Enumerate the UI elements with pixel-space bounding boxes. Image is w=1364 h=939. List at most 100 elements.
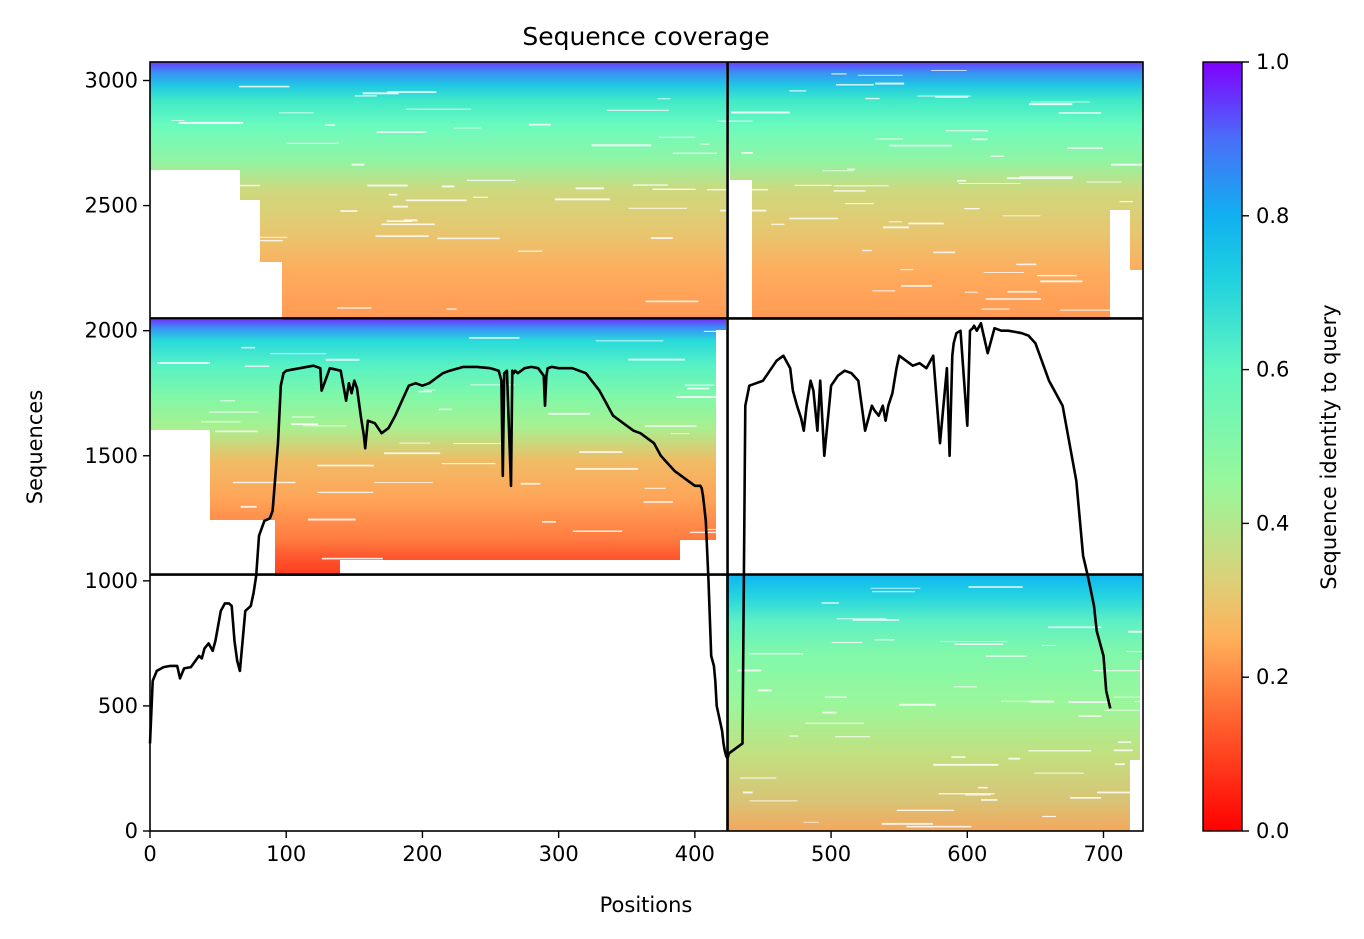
coverage-gap (700, 143, 710, 145)
coverage-gap (940, 641, 1008, 642)
coverage-gap (286, 142, 339, 144)
coverage-gap (317, 491, 374, 493)
coverage-gap (652, 188, 696, 190)
coverage-gap (644, 425, 697, 427)
coverage-gap (676, 396, 723, 399)
coverage-gap (199, 228, 232, 230)
coverage-gap (1007, 290, 1037, 293)
coverage-gap (392, 205, 408, 208)
coverage-gap (291, 423, 318, 426)
coverage-gap (771, 223, 785, 225)
coverage-gap (1028, 750, 1092, 752)
coverage-gap (1040, 280, 1083, 283)
coverage-gap (749, 800, 798, 802)
bottom-block-chain-b-fill (726, 576, 1143, 831)
coverage-gap (715, 400, 725, 402)
coverage-gap (151, 558, 178, 560)
coverage-gap (528, 123, 551, 126)
coverage-gap (307, 518, 356, 521)
coverage-gap (453, 443, 502, 444)
coverage-gap (1036, 274, 1077, 277)
coverage-gap (672, 152, 717, 154)
y-tick-label: 2500 (85, 194, 138, 218)
coverage-gap (985, 298, 1042, 300)
coverage-gap (822, 711, 837, 714)
colorbar-ticks: 0.0 0.2 0.4 0.6 0.8 1.0 (1242, 50, 1289, 843)
coverage-gap (881, 822, 933, 825)
colorbar-label: Sequence identity to query (1317, 304, 1341, 589)
coverage-gap (239, 85, 290, 88)
coverage-gap (628, 207, 688, 209)
coverage-gap (1058, 112, 1102, 114)
coverage-gap (317, 464, 374, 467)
coverage-gap (788, 735, 799, 737)
coverage-gap (151, 490, 172, 493)
coverage-gap (717, 120, 753, 122)
coverage-gap (706, 564, 731, 566)
coverage-gap (805, 722, 864, 724)
coverage-gap (671, 433, 690, 435)
coverage-gap (220, 400, 236, 402)
coverage-gap (1067, 147, 1103, 149)
x-tick-label: 100 (266, 842, 306, 866)
coverage-gap (595, 340, 664, 342)
coverage-gap (901, 285, 933, 287)
coverage-gap (931, 70, 967, 71)
coverage-gap (749, 653, 804, 655)
coverage-gap (325, 358, 360, 361)
coverage-gap (606, 109, 669, 111)
coverage-gap (337, 307, 372, 309)
coverage-gap (157, 362, 210, 364)
coverage-gap (742, 791, 753, 794)
coverage-gap (1113, 696, 1161, 698)
coverage-gap (971, 138, 988, 141)
coverage-gap (1093, 670, 1147, 672)
coverage-gap (1127, 630, 1150, 633)
colorbar (1202, 61, 1243, 832)
coverage-gap (163, 212, 192, 214)
x-tick-label: 200 (402, 842, 442, 866)
coverage-gap (657, 98, 671, 100)
coverage-gap (731, 111, 790, 114)
coverage-gap (933, 251, 955, 254)
coverage-gap (244, 365, 270, 367)
coverage-gap (938, 793, 995, 795)
coverage-gap (899, 703, 936, 706)
coverage-gap (554, 198, 610, 201)
x-tick-label: 300 (539, 842, 579, 866)
coverage-gap (906, 825, 972, 828)
coverage-gap (883, 226, 909, 229)
coverage-gap (845, 203, 874, 205)
coverage-gap (1097, 791, 1154, 794)
coverage-gap (836, 618, 887, 620)
coverage-line (148, 321, 1112, 760)
coverage-gap (836, 84, 874, 86)
coverage-gap (833, 185, 889, 187)
coverage-gap (375, 235, 429, 237)
coverage-gap (1121, 289, 1153, 292)
coverage-gap (1029, 700, 1054, 703)
coverage-gap (908, 222, 944, 225)
coverage-gap (740, 777, 777, 779)
coverage-gap (197, 563, 255, 565)
coverage-gap (1059, 309, 1124, 311)
coverage-gap (831, 73, 847, 75)
coverage-gap (847, 168, 856, 170)
x-tick-label: 400 (675, 842, 715, 866)
coverage-gap (968, 586, 1023, 588)
coverage-gap (981, 799, 998, 801)
coverage-gap (789, 90, 807, 92)
coverage-gap (935, 96, 969, 98)
coverage-gap (240, 505, 257, 508)
coverage-gap (650, 237, 673, 239)
coverage-gap (367, 184, 408, 187)
top-block-chain-b-fill (726, 62, 1143, 320)
coverage-gap (454, 127, 481, 129)
coverage-gap (1048, 626, 1102, 629)
y-tick-label: 2000 (85, 319, 138, 343)
coverage-heatmap (150, 62, 1143, 831)
coverage-gap (875, 82, 905, 85)
coverage-gap (965, 794, 991, 796)
y-tick-label: 0 (125, 819, 138, 843)
